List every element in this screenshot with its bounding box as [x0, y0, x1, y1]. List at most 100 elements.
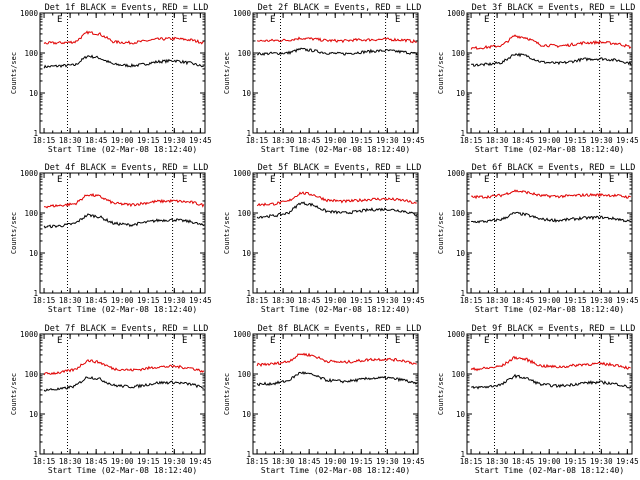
x-tick-label: 19:45	[402, 457, 425, 466]
event-mark: E	[484, 175, 489, 185]
detector-panel-9: Det 9f BLACK = Events, RED = LLD 1 10 100 10…	[437, 324, 639, 475]
x-tick-label: 18:45	[298, 457, 321, 466]
y-tick-label: 100	[24, 209, 38, 218]
y-axis-label: Counts/sec	[10, 52, 18, 94]
y-tick-label: 10	[456, 410, 466, 419]
x-axis-label: Start Time (02-Mar-08 18:12:40)	[48, 305, 197, 314]
detector-panel-7: Det 7f BLACK = Events, RED = LLD 1 10 100 10…	[10, 324, 212, 475]
detector-panel-2: Det 2f BLACK = Events, RED = LLD 1 10 100 10…	[223, 3, 425, 154]
x-tick-label: 19:15	[350, 457, 373, 466]
x-tick-label: 19:45	[189, 296, 212, 305]
x-tick-label: 19:00	[111, 296, 134, 305]
x-axis-label: Start Time (02-Mar-08 18:12:40)	[261, 305, 410, 314]
x-tick-label: 19:15	[137, 296, 160, 305]
x-tick-label: 18:45	[85, 457, 108, 466]
x-tick-label: 18:15	[246, 457, 269, 466]
panel-title: Det 8f BLACK = Events, RED = LLD	[258, 324, 422, 334]
plot-frame	[252, 12, 419, 134]
x-tick-label: 18:30	[486, 136, 509, 145]
y-tick-label: 1	[246, 450, 251, 459]
x-tick-label: 18:45	[85, 136, 108, 145]
event-mark: E	[182, 15, 187, 25]
x-tick-label: 19:00	[111, 457, 134, 466]
lld-series-line	[43, 359, 205, 376]
y-tick-label: 10	[242, 89, 252, 98]
y-axis-label: Counts/sec	[437, 52, 445, 94]
y-tick-label: 1000	[233, 330, 252, 339]
event-mark: E	[182, 175, 187, 185]
y-axis-label: Counts/sec	[223, 52, 231, 94]
lld-series-line	[43, 30, 204, 45]
panel-title: Det 6f BLACK = Events, RED = LLD	[472, 163, 636, 173]
plot-frame	[252, 333, 419, 455]
event-mark: E	[182, 336, 187, 346]
x-tick-label: 19:00	[324, 296, 347, 305]
y-axis-label: Counts/sec	[223, 373, 231, 415]
y-tick-label: 1000	[20, 9, 39, 18]
y-tick-label: 100	[237, 209, 251, 218]
x-tick-label: 18:45	[298, 296, 321, 305]
y-tick-label: 100	[451, 209, 465, 218]
y-tick-label: 100	[451, 49, 465, 58]
x-tick-label: 18:30	[272, 296, 295, 305]
panel-title: Det 5f BLACK = Events, RED = LLD	[258, 163, 422, 173]
event-mark: E	[609, 336, 614, 346]
y-tick-label: 10	[456, 89, 466, 98]
x-tick-label: 19:00	[111, 136, 134, 145]
x-axis-label: Start Time (02-Mar-08 18:12:40)	[261, 466, 410, 475]
x-tick-label: 19:30	[376, 296, 399, 305]
x-tick-label: 19:45	[402, 136, 425, 145]
event-mark: E	[270, 175, 275, 185]
x-tick-label: 18:30	[59, 296, 82, 305]
plot-frame	[39, 172, 206, 294]
y-tick-label: 10	[242, 410, 252, 419]
x-tick-label: 19:30	[376, 136, 399, 145]
y-tick-label: 1	[246, 129, 251, 138]
event-mark: E	[270, 336, 275, 346]
x-tick-label: 19:45	[189, 136, 212, 145]
y-tick-label: 10	[242, 249, 252, 258]
x-tick-label: 19:30	[163, 136, 186, 145]
panel-title: Det 1f BLACK = Events, RED = LLD	[45, 3, 209, 13]
y-tick-label: 1000	[447, 330, 466, 339]
y-tick-label: 1000	[233, 169, 252, 178]
y-tick-label: 10	[29, 249, 39, 258]
x-tick-label: 19:15	[350, 296, 373, 305]
event-mark: E	[395, 175, 400, 185]
y-tick-label: 100	[237, 49, 251, 58]
x-axis-label: Start Time (02-Mar-08 18:12:40)	[475, 466, 624, 475]
event-mark: E	[57, 175, 62, 185]
x-tick-label: 19:15	[564, 296, 587, 305]
x-tick-label: 18:45	[298, 136, 321, 145]
x-axis-label: Start Time (02-Mar-08 18:12:40)	[475, 145, 624, 154]
x-tick-label: 19:30	[590, 136, 613, 145]
x-tick-label: 19:15	[564, 136, 587, 145]
plot-frame	[39, 333, 206, 455]
x-tick-label: 18:45	[512, 457, 535, 466]
y-tick-label: 1000	[20, 330, 39, 339]
detector-panel-1: Det 1f BLACK = Events, RED = LLD 1 10 100 10…	[10, 3, 212, 154]
x-tick-label: 18:15	[246, 136, 269, 145]
plot-frame	[39, 12, 206, 134]
event-mark: E	[609, 15, 614, 25]
x-tick-label: 18:45	[512, 136, 535, 145]
x-tick-label: 19:15	[137, 457, 160, 466]
events-series-line	[43, 213, 205, 229]
y-axis-label: Counts/sec	[223, 212, 231, 254]
y-tick-label: 10	[456, 249, 466, 258]
y-tick-label: 1	[460, 450, 465, 459]
x-tick-label: 19:00	[324, 457, 347, 466]
x-tick-label: 19:45	[616, 296, 639, 305]
y-tick-label: 1000	[20, 169, 39, 178]
x-tick-label: 19:30	[376, 457, 399, 466]
x-axis-label: Start Time (02-Mar-08 18:12:40)	[48, 145, 197, 154]
events-series-line	[43, 376, 204, 392]
x-tick-label: 19:15	[350, 136, 373, 145]
y-axis-label: Counts/sec	[10, 373, 18, 415]
plot-frame	[466, 333, 633, 455]
panel-title: Det 2f BLACK = Events, RED = LLD	[258, 3, 422, 13]
panel-title: Det 7f BLACK = Events, RED = LLD	[45, 324, 209, 334]
plot-frame	[466, 12, 633, 134]
x-tick-label: 19:45	[189, 457, 212, 466]
